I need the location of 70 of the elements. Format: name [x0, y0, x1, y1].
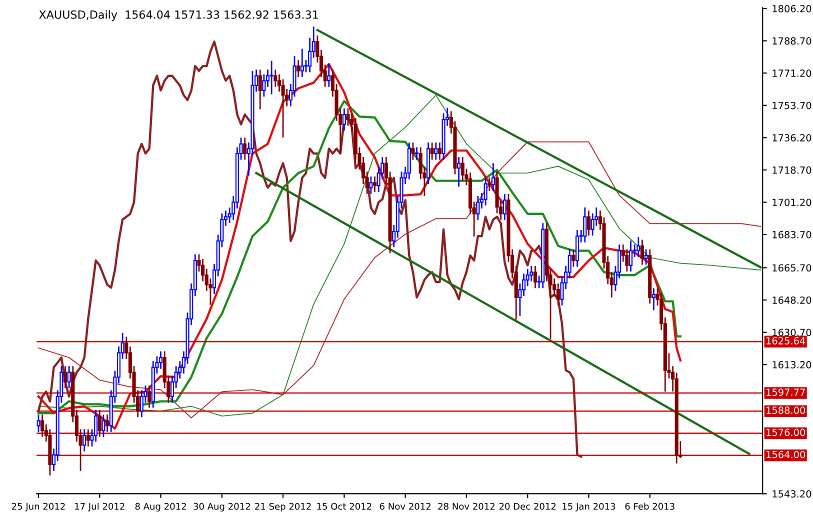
x-tick-label: 25 Jun 2012: [12, 502, 65, 512]
candlestick: [270, 60, 274, 94]
candlestick: [484, 178, 488, 206]
y-tick-label: 1543.20: [772, 490, 812, 498]
candlestick: [106, 414, 110, 432]
candlestick: [586, 210, 591, 236]
candlestick: [63, 366, 68, 388]
candlestick: [488, 178, 492, 191]
line-series: [37, 40, 582, 458]
y-tick-label: 1806.20: [772, 4, 812, 12]
candlestick: [327, 64, 331, 87]
y-tick-label: 1630.70: [772, 328, 812, 336]
candlestick: [434, 142, 438, 160]
candlestick: [572, 249, 576, 267]
candlestick: [372, 176, 377, 192]
candlestick: [258, 70, 262, 110]
y-tick-label: 1753.70: [772, 102, 812, 110]
candlestick: [296, 60, 300, 78]
candlestick: [533, 266, 538, 288]
candlestick: [148, 385, 152, 408]
candlestick: [438, 142, 442, 160]
x-tick-label: 15 Jan 2013: [562, 502, 616, 512]
candlestick: [636, 236, 640, 257]
y-tick-label: 1771.20: [772, 70, 812, 77]
candlestick: [86, 429, 90, 446]
x-tick-label: 6 Feb 2013: [625, 502, 674, 510]
y-tick-label: 1701.20: [772, 198, 812, 206]
x-tick-label: 28 Nov 2012: [438, 502, 494, 510]
candlestick: [652, 288, 656, 310]
candlestick: [583, 207, 587, 242]
y-tick-label: 1648.20: [772, 296, 812, 304]
x-tick-label: 17 Jul 2012: [75, 502, 124, 512]
y-tick-label: 1683.70: [772, 230, 812, 238]
candlestick: [644, 249, 648, 265]
y-tick-label: 1788.70: [772, 37, 812, 45]
x-tick-label: 21 Sep 2012: [255, 502, 311, 512]
candlestick: [243, 138, 247, 160]
candlestick: [67, 366, 71, 388]
ref-line-label: 1588.00: [766, 406, 806, 414]
candlestick: [457, 157, 461, 187]
candlestick: [415, 147, 419, 160]
ref-line-label: 1625.64: [766, 337, 806, 344]
chart-title: XAUUSD,Daily 1564.04 1571.33 1562.92 1563.31: [39, 10, 318, 21]
ref-line-label: 1576.00: [766, 428, 806, 436]
ref-line-label: 1564.00: [766, 450, 806, 458]
candlestick: [640, 240, 644, 265]
y-tick-label: 1736.20: [772, 134, 812, 142]
candlestick: [82, 429, 86, 452]
candlestick: [491, 163, 495, 191]
candlestick: [411, 142, 415, 160]
candlestick: [36, 414, 40, 432]
candlestick: [502, 194, 506, 220]
y-tick-label: 1613.20: [772, 361, 812, 368]
x-tick-label: 20 Dec 2012: [499, 502, 556, 510]
x-tick-label: 30 Aug 2012: [194, 502, 250, 512]
y-tick-label: 1665.70: [772, 264, 812, 272]
x-tick-label: 15 Oct 2012: [317, 502, 372, 510]
candlestick: [342, 108, 346, 131]
candlestick: [98, 410, 102, 437]
candlestick: [460, 157, 464, 182]
x-tick-label: 8 Aug 2012: [135, 502, 186, 512]
candlestick: [102, 414, 106, 437]
candlestick: [476, 196, 480, 220]
candlestick: [300, 48, 304, 78]
x-tick-label: 6 Nov 2012: [380, 502, 430, 510]
y-tick-label: 1718.70: [772, 166, 812, 174]
candlestick: [430, 142, 434, 160]
candlestick: [628, 240, 633, 272]
candlestick: [369, 176, 373, 194]
ref-line-label: 1597.77: [766, 388, 805, 396]
